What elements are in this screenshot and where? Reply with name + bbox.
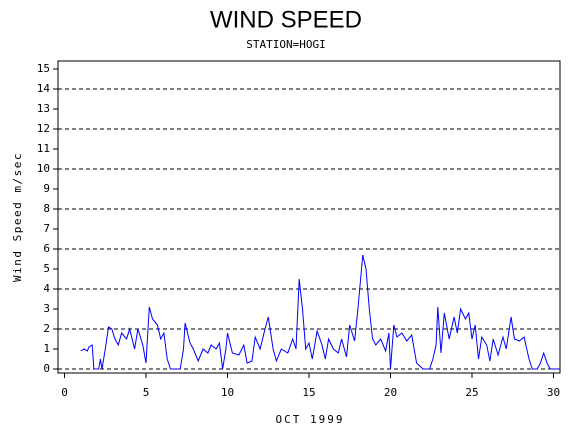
y-tick-label: 9	[43, 182, 50, 195]
chart-title: WIND SPEED	[210, 6, 362, 33]
x-tick-label: 25	[465, 386, 478, 399]
y-tick-label: 11	[37, 142, 50, 155]
x-tick-label: 20	[384, 386, 397, 399]
y-tick-label: 1	[43, 342, 50, 355]
y-tick-label: 7	[43, 222, 50, 235]
x-tick-label: 15	[302, 386, 315, 399]
plot-frame	[57, 60, 561, 374]
y-tick-label: 3	[43, 302, 50, 315]
y-tick-label: 4	[43, 282, 50, 295]
y-tick-label: 10	[37, 162, 50, 175]
data-line	[80, 254, 560, 370]
x-tick-label: 10	[221, 386, 234, 399]
y-axis-label: Wind Speed m/sec	[11, 152, 24, 282]
x-axis-label: OCT 1999	[276, 413, 345, 426]
x-tick-label: 30	[547, 386, 560, 399]
y-tick-label: 14	[37, 82, 51, 95]
x-tick-label: 5	[143, 386, 150, 399]
y-tick-label: 15	[37, 62, 50, 75]
y-tick-label: 12	[37, 122, 50, 135]
y-tick-label: 0	[43, 362, 50, 375]
chart-subtitle: STATION=HOGI	[246, 38, 325, 51]
y-tick-label: 5	[43, 262, 50, 275]
y-tick-label: 8	[43, 202, 50, 215]
y-tick-label: 6	[43, 242, 50, 255]
y-tick-label: 2	[43, 322, 50, 335]
x-tick-label: 0	[61, 386, 68, 399]
y-tick-label: 13	[37, 102, 50, 115]
